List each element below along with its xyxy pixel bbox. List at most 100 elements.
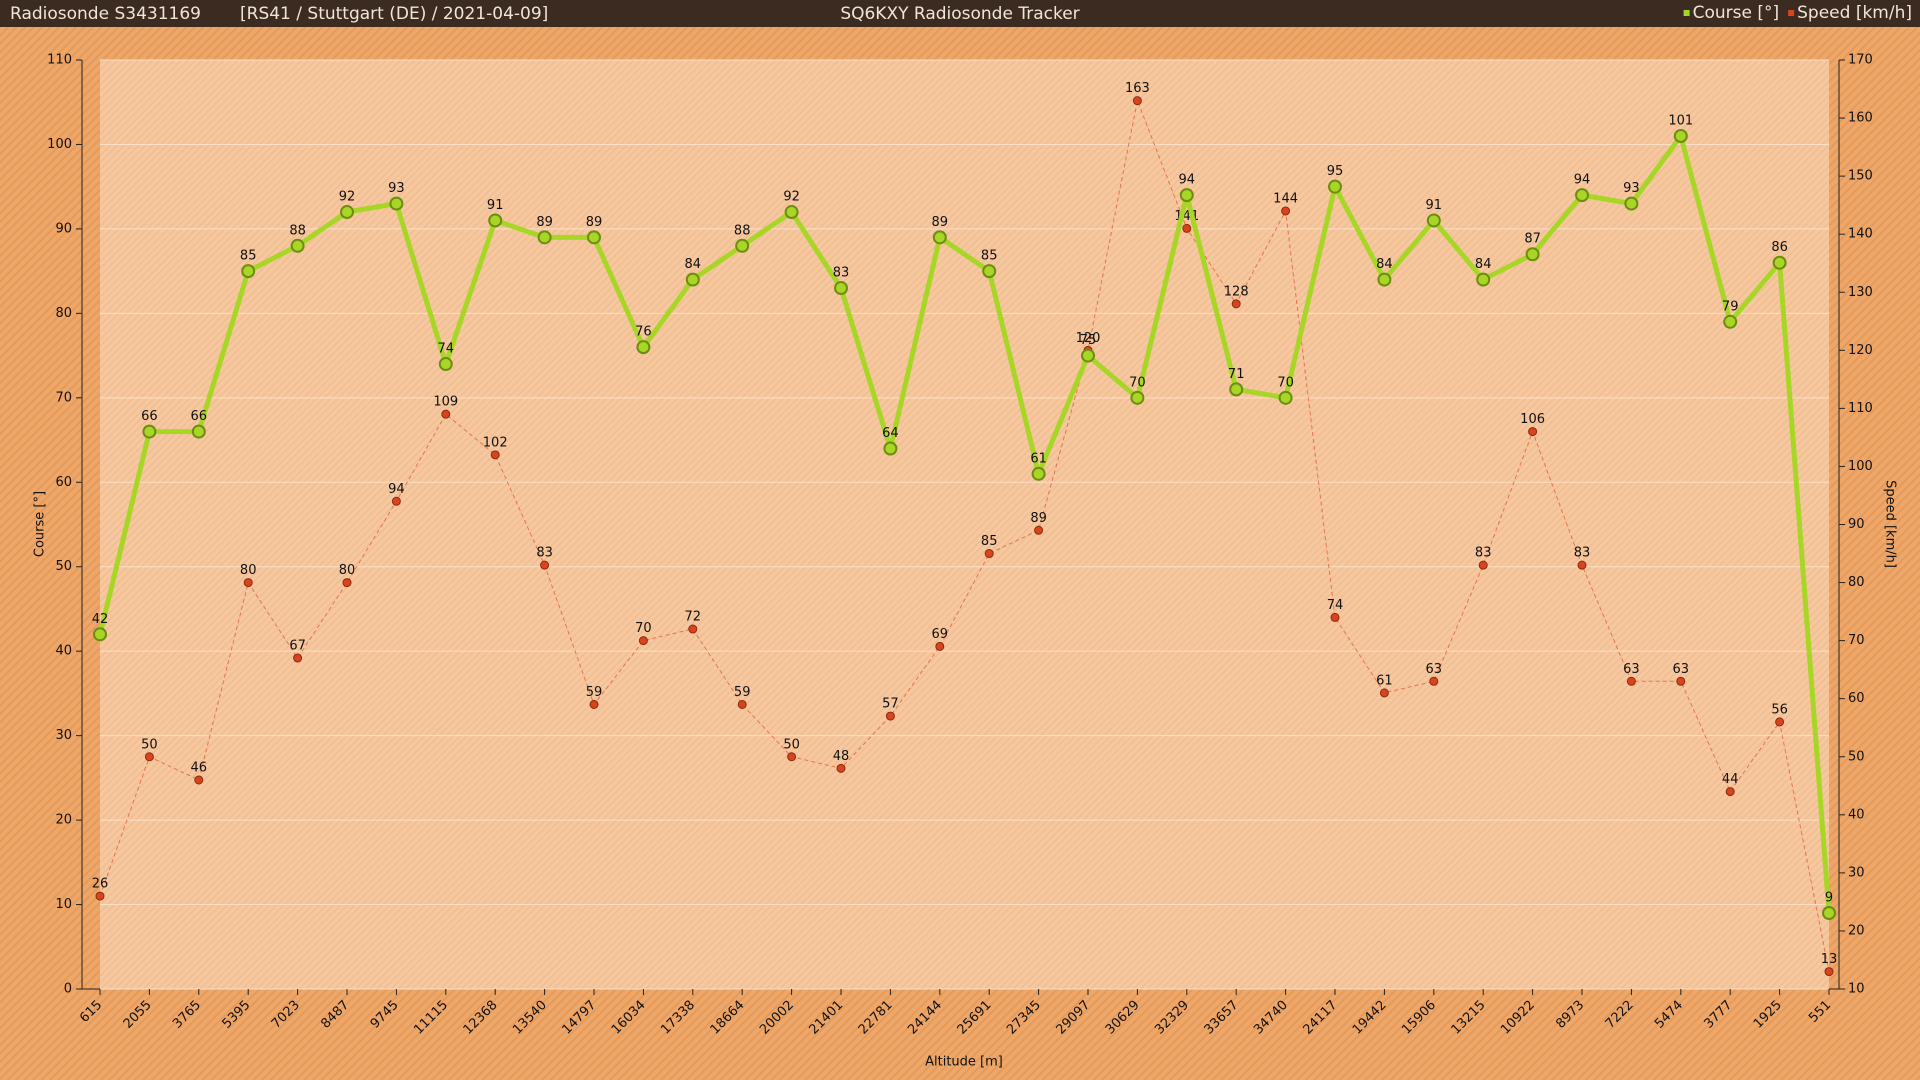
data-label: 79 (1722, 299, 1739, 314)
speed-point (1132, 96, 1142, 106)
data-label: 89 (932, 215, 949, 230)
course-point (290, 238, 305, 253)
course-point (834, 281, 848, 296)
y-tick-label: 10 (55, 897, 72, 912)
speed-point (638, 636, 648, 646)
data-label: 80 (240, 563, 257, 578)
data-label: 83 (1574, 546, 1591, 561)
data-label: 93 (1623, 181, 1640, 196)
course-point (488, 213, 503, 228)
data-label: 66 (191, 409, 208, 424)
y2-tick-label: 90 (1848, 517, 1865, 532)
course-point (1525, 247, 1540, 262)
data-label: 61 (1030, 451, 1047, 466)
data-label: 50 (141, 737, 158, 752)
data-label: 59 (586, 685, 603, 700)
y2-tick-label: 120 (1848, 343, 1873, 358)
y2-tick-label: 50 (1848, 749, 1865, 764)
data-label: 42 (92, 612, 109, 627)
y2-tick-label: 10 (1848, 982, 1865, 997)
speed-point (935, 641, 945, 651)
chart-title: SQ6KXY Radiosonde Tracker (840, 4, 1079, 24)
speed-point (1824, 967, 1834, 977)
y2-tick-label: 150 (1848, 169, 1873, 184)
y2-tick-label: 170 (1848, 53, 1873, 68)
data-label: 83 (536, 546, 553, 561)
speed-point (540, 560, 550, 570)
data-label: 84 (1475, 257, 1492, 272)
data-label: 84 (1376, 257, 1393, 272)
course-point (1624, 196, 1639, 211)
speed-point (1034, 525, 1044, 535)
data-label: 48 (833, 749, 850, 764)
legend-label: Course [°] (1693, 3, 1780, 23)
legend-swatch (1683, 10, 1690, 16)
course-point (1229, 382, 1244, 397)
speed-point (1231, 299, 1241, 309)
course-point (142, 424, 157, 439)
y2-tick-label: 60 (1848, 691, 1865, 706)
data-label: 128 (1224, 284, 1249, 299)
course-point (191, 424, 206, 439)
course-point (1031, 466, 1046, 481)
course-point (537, 230, 552, 245)
data-label: 83 (833, 266, 850, 281)
course-point (1426, 213, 1441, 228)
course-point (1377, 272, 1392, 287)
data-label: 91 (1426, 198, 1443, 213)
course-point (587, 230, 601, 245)
data-label: 9 (1825, 890, 1833, 905)
data-label: 69 (932, 627, 949, 642)
data-label: 70 (635, 621, 652, 636)
speed-point (1478, 560, 1488, 570)
data-label: 26 (92, 877, 109, 892)
data-label: 46 (191, 760, 208, 775)
y-tick-label: 110 (47, 53, 72, 68)
speed-point (984, 549, 994, 559)
speed-point (836, 763, 846, 773)
speed-point (144, 752, 154, 762)
y2-tick-label: 20 (1848, 923, 1865, 938)
y2-tick-label: 130 (1848, 285, 1873, 300)
speed-point (1528, 427, 1538, 437)
y-tick-label: 30 (55, 728, 72, 743)
speed-point (441, 409, 451, 419)
data-label: 101 (1668, 114, 1693, 129)
data-label: 85 (981, 249, 998, 264)
y2-tick-label: 110 (1848, 401, 1873, 416)
speed-point (1577, 560, 1587, 570)
data-label: 95 (1327, 164, 1344, 179)
data-label: 56 (1771, 702, 1788, 717)
course-point (1822, 905, 1836, 920)
data-label: 94 (388, 482, 405, 497)
speed-point (194, 775, 204, 785)
data-label: 63 (1623, 662, 1640, 677)
course-point (340, 205, 354, 220)
y-axis-label: Course [°] (33, 491, 48, 557)
y2-tick-label: 160 (1848, 111, 1873, 126)
data-label: 83 (1475, 546, 1492, 561)
header-bar (0, 0, 1920, 27)
course-point (1673, 129, 1688, 144)
data-label: 67 (289, 639, 306, 654)
y-tick-label: 40 (55, 644, 72, 659)
speed-point (787, 752, 797, 762)
data-label: 59 (734, 685, 751, 700)
data-label: 163 (1125, 81, 1150, 96)
speed-point (1775, 717, 1785, 727)
data-label: 63 (1673, 662, 1690, 677)
speed-line (99, 100, 1830, 972)
y2-tick-label: 100 (1848, 459, 1873, 474)
speed-point (1330, 612, 1340, 622)
data-label: 89 (586, 215, 603, 230)
course-point (932, 230, 947, 245)
data-label: 72 (685, 610, 702, 625)
course-line (97, 133, 1832, 914)
data-label: 63 (1426, 662, 1443, 677)
course-point (1081, 348, 1095, 363)
data-label: 94 (1179, 173, 1196, 188)
speed-point (1281, 206, 1291, 216)
course-point (1328, 179, 1342, 194)
data-label: 106 (1520, 412, 1545, 427)
data-label: 64 (882, 426, 899, 441)
